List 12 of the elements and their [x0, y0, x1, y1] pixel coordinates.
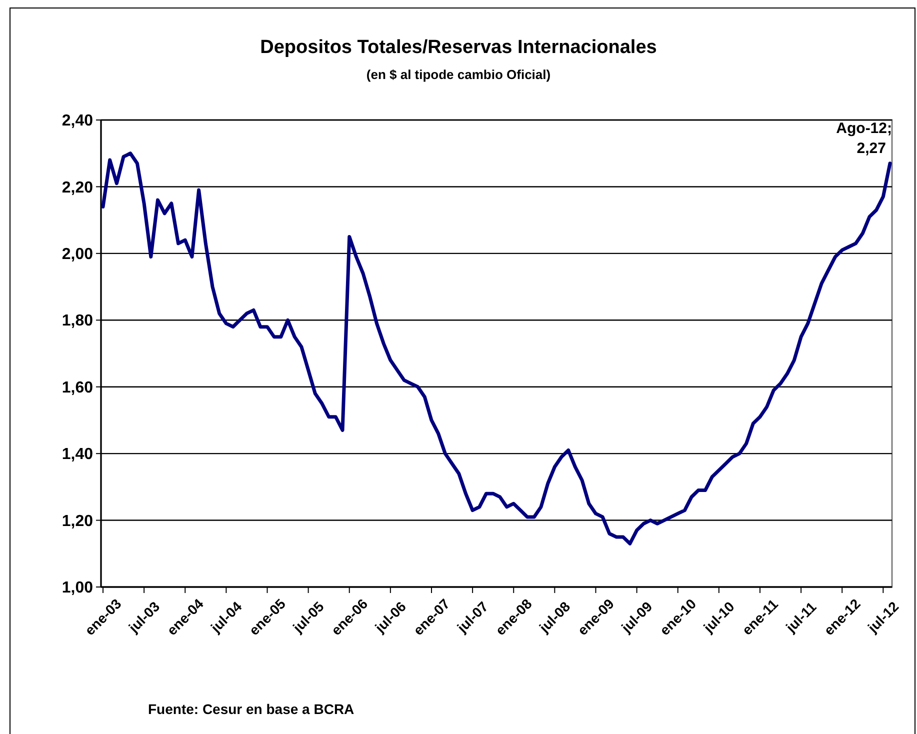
- y-tick-label: 1,40: [62, 446, 94, 464]
- y-tick-label: 2,40: [62, 112, 94, 130]
- chart-title: Depositos Totales/Reservas Internacionales: [260, 37, 657, 58]
- y-tick-label: 1,80: [62, 312, 94, 330]
- chart-subtitle: (en $ al tipode cambio Oficial): [366, 67, 551, 82]
- y-tick-label: 1,60: [62, 379, 94, 396]
- y-tick-label: 2,20: [62, 179, 94, 196]
- y-tick-label: 2,00: [62, 246, 94, 264]
- y-tick-label: 1,20: [62, 512, 94, 530]
- y-tick-label: 1,00: [62, 580, 94, 597]
- source-note: Fuente: Cesur en base a BCRA: [148, 701, 354, 717]
- annotation: Ago-12; 2,27: [836, 120, 892, 157]
